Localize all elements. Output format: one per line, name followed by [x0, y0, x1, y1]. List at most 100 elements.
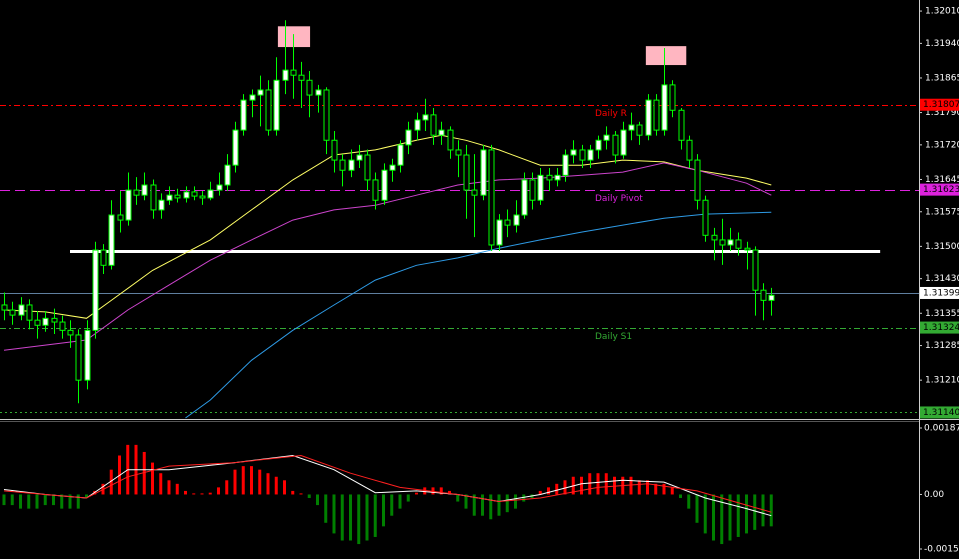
candle-body [405, 129, 412, 146]
histogram-bar [728, 494, 732, 541]
candle-body [570, 149, 577, 156]
histogram-bar [646, 480, 649, 495]
histogram-bar [505, 494, 509, 513]
histogram-bar [514, 494, 517, 509]
candle-body [240, 99, 247, 131]
candle-body [653, 99, 660, 131]
candle-body [389, 164, 396, 171]
candle-body [356, 154, 363, 161]
histogram-bar [464, 494, 468, 509]
histogram-bar [340, 494, 344, 541]
moving-average [3, 134, 772, 319]
candle-body [529, 179, 536, 201]
price-tag-label: 1.31807 [923, 100, 959, 110]
histogram-bar [208, 492, 212, 495]
y-tick-label: 1.31355 [925, 309, 959, 319]
candle-body [117, 214, 124, 221]
histogram-bar [687, 494, 691, 509]
candle-body [18, 304, 25, 316]
histogram-bar [225, 480, 229, 495]
candle-body [290, 69, 297, 76]
highlight-box [645, 46, 687, 66]
candle-body [42, 317, 49, 326]
histogram-bar [109, 469, 113, 495]
histogram-bar [357, 494, 361, 545]
candle-body [645, 99, 652, 136]
candle-body [150, 184, 157, 211]
candle-body [686, 139, 693, 161]
histogram-bar [670, 487, 674, 495]
candle-body [579, 149, 586, 161]
histogram-bar [373, 494, 377, 537]
candle-body [397, 144, 404, 166]
histogram-bar [712, 494, 715, 541]
y-tick-label: 0.00 [924, 490, 944, 500]
y-tick-label: 1.31575 [925, 207, 959, 217]
candle-body [315, 89, 322, 96]
histogram-bar [769, 494, 773, 527]
candle-body [422, 114, 429, 121]
histogram-bar [258, 469, 262, 495]
macd-line [3, 454, 772, 517]
histogram-bar [662, 483, 666, 495]
candle-body [537, 174, 544, 201]
candle-body [636, 124, 643, 136]
histogram-bar [200, 493, 204, 495]
histogram-bar [19, 494, 22, 509]
candle-body [216, 184, 223, 191]
candle-body [727, 239, 734, 246]
histogram-bar [481, 494, 484, 516]
price-tag [920, 98, 959, 111]
histogram-bar [241, 466, 245, 495]
histogram-bar [35, 494, 39, 509]
price-tag-label: 1.31324 [923, 323, 959, 333]
candle-body [612, 134, 619, 156]
histogram-bar [448, 490, 451, 495]
histogram-bar [596, 473, 600, 495]
histogram-bar [299, 493, 303, 495]
candle-body [207, 189, 214, 199]
y-tick-label: 1.31940 [925, 39, 959, 49]
candle-body [504, 219, 511, 226]
candle-body [265, 89, 272, 131]
histogram-bar [2, 494, 6, 506]
price-tag [920, 406, 959, 419]
candle-body [694, 159, 701, 201]
histogram-bar [547, 487, 550, 495]
histogram-bar [233, 469, 237, 495]
histogram-bar [472, 494, 476, 516]
histogram-bar [52, 494, 55, 506]
histogram-bar [654, 483, 658, 495]
candle-body [298, 74, 305, 81]
y-tick-label: 1.31645 [925, 175, 959, 185]
candle-body [768, 294, 775, 301]
candle-body [752, 249, 759, 291]
histogram-bar [497, 494, 501, 516]
candle-body [51, 317, 58, 323]
candle-body [661, 84, 668, 131]
price-tag [920, 183, 959, 196]
candle-body [760, 289, 767, 301]
histogram-bar [332, 494, 336, 534]
histogram-bar [159, 473, 163, 495]
y-tick-label: 1.31285 [925, 341, 959, 351]
candle-body [133, 189, 140, 196]
histogram-bar [613, 476, 616, 495]
histogram-bar [563, 480, 567, 495]
histogram-bar [10, 494, 14, 506]
histogram-bar [415, 492, 418, 495]
candle-body [430, 114, 437, 136]
histogram-bar [283, 480, 286, 495]
histogram-bar [745, 494, 748, 534]
candle-body [364, 154, 371, 181]
histogram-bar [604, 473, 608, 495]
histogram-bar [382, 494, 385, 527]
candle-body [92, 249, 99, 331]
candle-body [513, 214, 520, 226]
candle-body [711, 234, 718, 241]
candle-body [381, 169, 388, 201]
histogram-bar [580, 476, 583, 495]
candle-body [1, 304, 8, 311]
histogram-bar [324, 494, 328, 523]
